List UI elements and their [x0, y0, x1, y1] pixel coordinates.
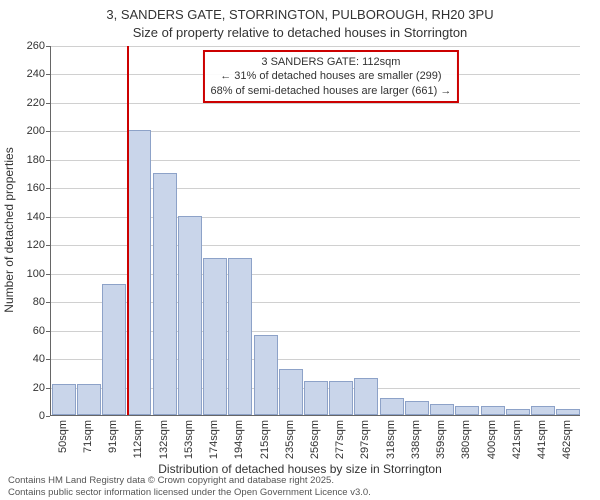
annotation-line: 68% of semi-detached houses are larger (…	[210, 84, 451, 98]
histogram-bar	[254, 335, 278, 415]
x-tick-label: 71sqm	[82, 420, 94, 453]
x-axis-label: Distribution of detached houses by size …	[0, 462, 600, 476]
x-tick-label: 380sqm	[460, 420, 472, 459]
histogram-bar	[430, 404, 454, 415]
histogram-bar	[405, 401, 429, 415]
y-tick-label: 200	[5, 125, 45, 137]
y-tick-label: 180	[5, 154, 45, 166]
x-tick-label: 277sqm	[334, 420, 346, 459]
x-tick-label: 50sqm	[57, 420, 69, 453]
y-tick-label: 20	[5, 382, 45, 394]
footer-line1: Contains HM Land Registry data © Crown c…	[8, 475, 371, 486]
y-tick-label: 220	[5, 97, 45, 109]
x-tick-label: 215sqm	[259, 420, 271, 459]
y-tick-label: 0	[5, 410, 45, 422]
histogram-bar	[77, 384, 101, 415]
histogram-bar	[52, 384, 76, 415]
x-tick-label: 112sqm	[132, 420, 144, 458]
annotation-box: 3 SANDERS GATE: 112sqm← 31% of detached …	[202, 50, 459, 103]
marker-vline	[127, 46, 129, 415]
histogram-bar	[481, 406, 505, 415]
y-tick-label: 240	[5, 68, 45, 80]
histogram-bar	[556, 409, 580, 415]
histogram-bar	[531, 406, 555, 415]
histogram-bar	[153, 173, 177, 415]
title-line1: 3, SANDERS GATE, STORRINGTON, PULBOROUGH…	[0, 6, 600, 24]
histogram-bar	[455, 406, 479, 415]
histogram-bar	[506, 409, 530, 415]
title-line2: Size of property relative to detached ho…	[0, 24, 600, 42]
y-tick-label: 80	[5, 296, 45, 308]
y-tick-label: 160	[5, 182, 45, 194]
y-tick-label: 120	[5, 239, 45, 251]
x-tick-label: 421sqm	[511, 420, 523, 459]
x-tick-label: 235sqm	[284, 420, 296, 459]
y-tick-label: 60	[5, 325, 45, 337]
x-tick-label: 256sqm	[309, 420, 321, 459]
x-tick-label: 297sqm	[359, 420, 371, 459]
x-tick-label: 338sqm	[410, 420, 422, 459]
chart-title-block: 3, SANDERS GATE, STORRINGTON, PULBOROUGH…	[0, 6, 600, 41]
histogram-bar	[127, 130, 151, 415]
x-tick-label: 153sqm	[183, 420, 195, 459]
annotation-line: 3 SANDERS GATE: 112sqm	[210, 55, 451, 69]
x-tick-label: 441sqm	[536, 420, 548, 459]
chart-container: 3, SANDERS GATE, STORRINGTON, PULBOROUGH…	[0, 0, 600, 500]
x-tick-label: 359sqm	[435, 420, 447, 459]
gridline-h	[51, 46, 580, 47]
y-tick-label: 260	[5, 40, 45, 52]
x-tick-label: 400sqm	[486, 420, 498, 459]
plot-area: 3 SANDERS GATE: 112sqm← 31% of detached …	[50, 46, 580, 416]
histogram-bar	[304, 381, 328, 415]
histogram-bar	[279, 369, 303, 415]
y-tick-label: 40	[5, 353, 45, 365]
annotation-line: ← 31% of detached houses are smaller (29…	[210, 69, 451, 83]
x-tick-label: 132sqm	[158, 420, 170, 459]
histogram-bar	[380, 398, 404, 415]
x-tick-label: 462sqm	[561, 420, 573, 459]
attribution-footer: Contains HM Land Registry data © Crown c…	[8, 475, 371, 498]
y-tick-label: 100	[5, 268, 45, 280]
gridline-h	[51, 103, 580, 104]
histogram-bar	[178, 216, 202, 415]
x-tick-label: 194sqm	[233, 420, 245, 459]
x-tick-label: 91sqm	[107, 420, 119, 453]
footer-line2: Contains public sector information licen…	[8, 487, 371, 498]
y-axis-label: Number of detached properties	[2, 147, 16, 312]
histogram-bar	[228, 258, 252, 415]
histogram-bar	[329, 381, 353, 415]
histogram-bar	[102, 284, 126, 415]
histogram-bar	[354, 378, 378, 415]
x-tick-label: 318sqm	[385, 420, 397, 459]
x-tick-label: 174sqm	[208, 420, 220, 459]
histogram-bar	[203, 258, 227, 415]
y-tick-label: 140	[5, 211, 45, 223]
